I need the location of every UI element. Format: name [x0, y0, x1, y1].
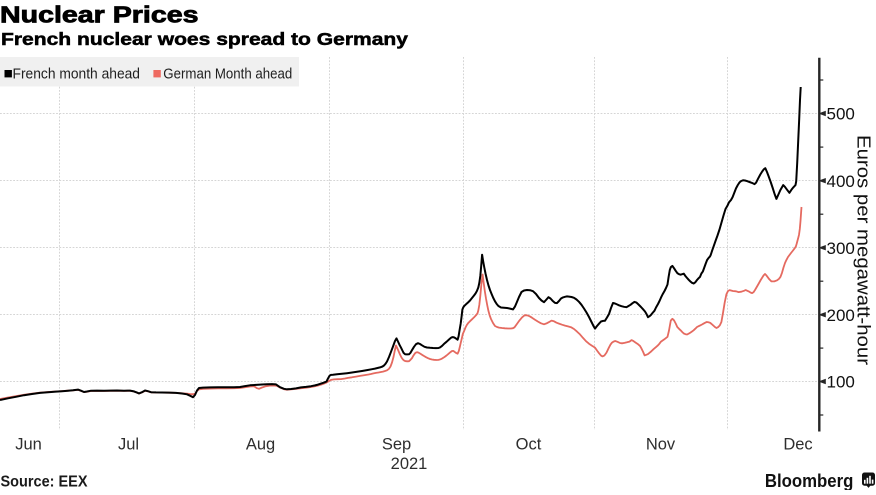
svg-text:300: 300 [827, 239, 855, 258]
svg-text:Oct: Oct [516, 436, 542, 454]
svg-text:Jul: Jul [118, 436, 139, 454]
svg-text:200: 200 [827, 306, 855, 325]
svg-text:Aug: Aug [246, 436, 275, 454]
svg-text:German Month ahead: German Month ahead [163, 66, 292, 82]
svg-text:Jun: Jun [15, 436, 42, 454]
svg-text:Nov: Nov [646, 436, 676, 454]
svg-text:Bloomberg: Bloomberg [765, 471, 854, 490]
svg-text:100: 100 [827, 373, 855, 392]
svg-text:Dec: Dec [783, 436, 812, 454]
svg-text:2021: 2021 [391, 455, 428, 473]
svg-text:French month ahead: French month ahead [13, 66, 141, 82]
svg-text:Source: EEX: Source: EEX [1, 474, 88, 491]
svg-text:400: 400 [827, 172, 855, 191]
svg-text:Euros per megawatt-hour: Euros per megawatt-hour [854, 135, 874, 365]
svg-text:500: 500 [827, 105, 855, 124]
svg-text:Sep: Sep [382, 436, 411, 454]
svg-text:Nuclear Prices: Nuclear Prices [0, 2, 199, 28]
svg-text:French nuclear woes spread to: French nuclear woes spread to Germany [1, 29, 408, 49]
